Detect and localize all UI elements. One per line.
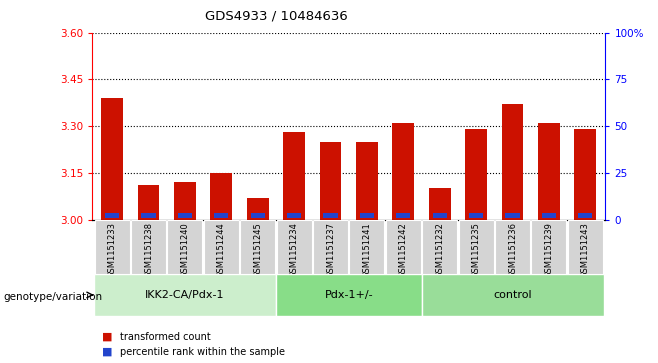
- Text: percentile rank within the sample: percentile rank within the sample: [120, 347, 286, 357]
- Bar: [131, 220, 166, 274]
- Text: GSM1151242: GSM1151242: [399, 222, 408, 278]
- Bar: [168, 220, 203, 274]
- Bar: [465, 129, 487, 220]
- Bar: [178, 213, 192, 218]
- Bar: [349, 220, 384, 274]
- Text: GSM1151240: GSM1151240: [180, 222, 190, 278]
- Text: GDS4933 / 10484636: GDS4933 / 10484636: [205, 9, 347, 22]
- Bar: [578, 213, 592, 218]
- Bar: [459, 220, 494, 274]
- Bar: [429, 188, 451, 220]
- Bar: [532, 220, 567, 274]
- Text: GSM1151236: GSM1151236: [508, 222, 517, 278]
- Bar: [501, 104, 524, 220]
- Bar: [276, 274, 422, 316]
- Bar: [469, 213, 483, 218]
- Bar: [392, 123, 415, 220]
- Bar: [287, 213, 301, 218]
- Text: Pdx-1+/-: Pdx-1+/-: [324, 290, 373, 300]
- Text: GSM1151241: GSM1151241: [363, 222, 371, 278]
- Bar: [251, 213, 265, 218]
- Bar: [320, 142, 342, 220]
- Bar: [505, 213, 520, 218]
- Bar: [433, 213, 447, 218]
- Text: GSM1151233: GSM1151233: [108, 222, 116, 278]
- Text: GSM1151239: GSM1151239: [544, 222, 553, 278]
- Text: GSM1151235: GSM1151235: [472, 222, 480, 278]
- Bar: [396, 213, 411, 218]
- Bar: [94, 274, 276, 316]
- Bar: [538, 123, 560, 220]
- Bar: [356, 142, 378, 220]
- Text: GSM1151244: GSM1151244: [217, 222, 226, 278]
- Text: GSM1151243: GSM1151243: [581, 222, 590, 278]
- Bar: [141, 213, 156, 218]
- Bar: [276, 220, 312, 274]
- Text: GSM1151237: GSM1151237: [326, 222, 335, 278]
- Bar: [240, 220, 275, 274]
- Text: GSM1151232: GSM1151232: [435, 222, 444, 278]
- Text: ■: ■: [102, 332, 113, 342]
- Bar: [568, 220, 603, 274]
- Bar: [313, 220, 348, 274]
- Bar: [574, 129, 596, 220]
- Bar: [95, 220, 130, 274]
- Text: transformed count: transformed count: [120, 332, 211, 342]
- Bar: [101, 98, 123, 220]
- Text: GSM1151245: GSM1151245: [253, 222, 263, 278]
- Text: control: control: [494, 290, 532, 300]
- Bar: [204, 220, 239, 274]
- Bar: [105, 213, 119, 218]
- Text: IKK2-CA/Pdx-1: IKK2-CA/Pdx-1: [145, 290, 224, 300]
- Text: genotype/variation: genotype/variation: [3, 291, 103, 302]
- Bar: [324, 213, 338, 218]
- Text: GSM1151234: GSM1151234: [290, 222, 299, 278]
- Bar: [360, 213, 374, 218]
- Bar: [215, 213, 228, 218]
- Bar: [211, 173, 232, 220]
- Bar: [386, 220, 421, 274]
- Bar: [174, 182, 196, 220]
- Bar: [422, 220, 457, 274]
- Bar: [495, 220, 530, 274]
- Text: ■: ■: [102, 347, 113, 357]
- Bar: [247, 198, 268, 220]
- Bar: [542, 213, 556, 218]
- Text: GSM1151238: GSM1151238: [144, 222, 153, 278]
- Bar: [422, 274, 603, 316]
- Bar: [138, 185, 159, 220]
- Bar: [283, 132, 305, 220]
